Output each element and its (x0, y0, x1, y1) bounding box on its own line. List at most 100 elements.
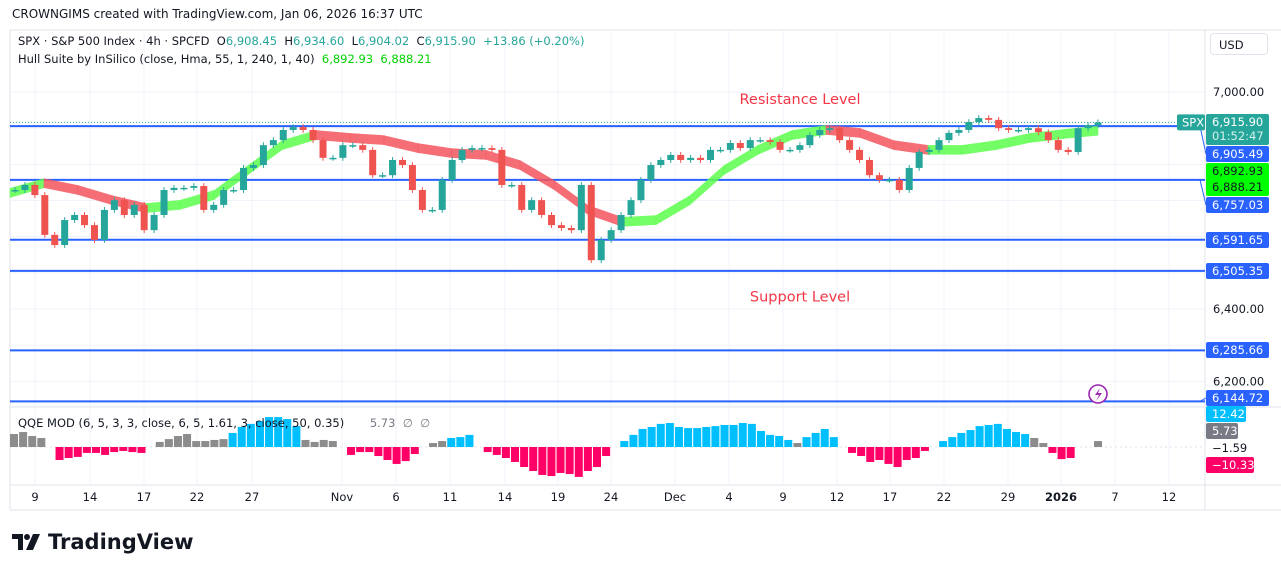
qqe-histogram-bar (538, 447, 547, 475)
hull-price-tag: 6,888.21 (1212, 180, 1263, 194)
candle-body (31, 184, 39, 196)
candle-body (756, 140, 764, 142)
currency-button[interactable]: USD (1210, 33, 1268, 55)
qqe-histogram-bar (173, 436, 182, 447)
candle-body (557, 225, 565, 228)
candle-body (1034, 128, 1042, 133)
time-axis-tick: 7 (1111, 490, 1118, 504)
bar-countdown: 01:52:47 (1212, 129, 1264, 143)
qqe-histogram-bar (37, 437, 46, 447)
qqe-histogram-bar (620, 441, 629, 447)
candle-body (488, 148, 496, 150)
qqe-histogram-bar (820, 428, 829, 447)
hull-band-segment (621, 215, 657, 227)
candle-body (856, 149, 864, 160)
candle-body (349, 145, 357, 147)
candle-body (61, 220, 69, 245)
candle-body (975, 118, 983, 123)
candle-body (1044, 132, 1052, 141)
qqe-histogram-bar (183, 434, 192, 447)
open-value: 6,908.45 (225, 34, 278, 48)
time-axis-tick: 4 (725, 490, 732, 504)
qqe-histogram-bar (228, 432, 237, 447)
qqe-histogram-bar (793, 443, 802, 447)
candle-body (71, 214, 79, 221)
candle-body (796, 145, 804, 150)
candle-body (200, 186, 208, 210)
time-axis-tick: Nov (331, 490, 354, 504)
candle-body (647, 165, 655, 180)
symbol-legend[interactable]: SPX · S&P 500 Index · 4h · SPCFD O6,908.… (18, 34, 584, 48)
candle-body (438, 179, 446, 210)
hull-band-segment (995, 133, 1031, 151)
qqe-na-2: ∅ (420, 416, 431, 430)
last-price-tag: 6,915.90 (1212, 115, 1263, 129)
candle-body (627, 200, 635, 215)
candle-body (776, 141, 784, 150)
qqe-histogram-bar (529, 447, 538, 471)
candle-body (806, 135, 814, 146)
tradingview-logo[interactable]: TradingView (12, 530, 193, 554)
qqe-histogram-bar (829, 437, 838, 447)
qqe-legend[interactable]: QQE MOD (6, 5, 3, 3, close, 6, 5, 1.61, … (18, 416, 430, 430)
candle-body (667, 154, 675, 160)
level-price-tag: 6,757.03 (1212, 198, 1263, 212)
candle-body (140, 204, 148, 231)
qqe-histogram-bar (456, 437, 465, 447)
qqe-histogram-bar (447, 437, 456, 447)
qqe-histogram-bar (565, 447, 574, 475)
qqe-histogram-bar (1066, 447, 1075, 458)
qqe-histogram-bar (629, 434, 638, 447)
qqe-histogram-bar (301, 439, 310, 447)
candle-body (1024, 128, 1032, 130)
candle-body (259, 145, 267, 166)
annotation-label: Resistance Level (739, 92, 860, 108)
qqe-histogram-bar (592, 447, 601, 468)
close-label: C (416, 34, 425, 48)
qqe-histogram-bar (28, 436, 37, 447)
level-price-tag-bg (1206, 232, 1269, 248)
candle-body (1015, 129, 1023, 132)
qqe-histogram-bar (665, 423, 674, 447)
qqe-histogram-bar (501, 447, 510, 458)
candle-body (597, 239, 605, 261)
qqe-histogram-bar (119, 447, 128, 451)
price-axis-tick: 6,200.00 (1213, 374, 1264, 388)
candle-body (1084, 125, 1092, 129)
candle-body (180, 187, 188, 190)
qqe-histogram-bar (756, 430, 765, 447)
hull-legend[interactable]: Hull Suite by InSilico (close, Hma, 55, … (18, 52, 432, 66)
open-label: O (216, 34, 226, 48)
qqe-histogram-bar (347, 447, 356, 455)
qqe-tag-bg (1206, 423, 1238, 439)
qqe-histogram-bar (356, 447, 365, 453)
qqe-histogram-bar (64, 447, 73, 458)
qqe-histogram-bar (465, 434, 474, 447)
high-value: 6,934.60 (293, 34, 345, 48)
candle-body (836, 128, 844, 141)
candle-body (319, 140, 327, 158)
qqe-value: 5.73 (369, 416, 396, 430)
time-axis-tick: 22 (937, 490, 952, 504)
qqe-histogram-bar (19, 432, 28, 447)
candle-body (448, 159, 456, 180)
close-value: 6,915.90 (424, 34, 476, 48)
qqe-histogram-bar (884, 447, 893, 464)
time-axis-tick: 19 (551, 490, 566, 504)
qqe-histogram-bar (720, 425, 729, 447)
qqe-histogram-bar (1048, 447, 1057, 453)
level-price-tag-bg (1206, 342, 1269, 358)
candle-body (945, 132, 953, 141)
candle-body (746, 140, 754, 149)
level-price-tag-bg (1206, 146, 1269, 162)
level-tag-connector (1199, 126, 1207, 155)
qqe-histogram-bar (91, 447, 100, 453)
qqe-histogram-bar (993, 423, 1002, 447)
candle-body (210, 204, 218, 210)
qqe-value-tag: 12.42 (1212, 407, 1245, 421)
qqe-histogram-bar (857, 447, 866, 457)
qqe-histogram-bar (711, 426, 720, 447)
qqe-histogram-bar (848, 447, 857, 453)
candle-body (538, 200, 546, 215)
